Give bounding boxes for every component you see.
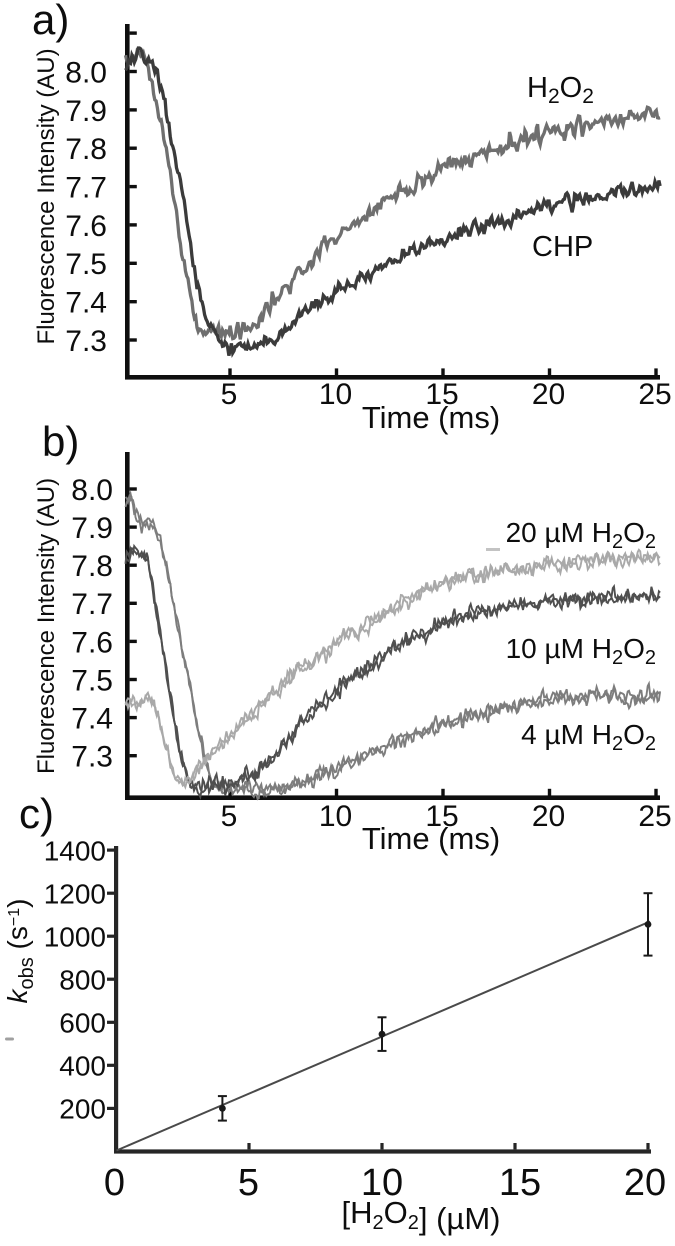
svg-text:20: 20 bbox=[532, 378, 565, 411]
svg-text:H2O2: H2O2 bbox=[527, 72, 594, 108]
svg-text:[H2O2] (µM): [H2O2] (µM) bbox=[342, 1195, 501, 1236]
svg-text:20 µM H2O2: 20 µM H2O2 bbox=[506, 517, 656, 553]
svg-text:7.7: 7.7 bbox=[65, 172, 107, 205]
svg-text:Fluorescence Intensity (AU): Fluorescence Intensity (AU) bbox=[33, 478, 60, 774]
svg-text:b): b) bbox=[42, 418, 79, 465]
svg-text:kobs (s−1): kobs (s−1) bbox=[2, 899, 38, 1004]
svg-text:7.9: 7.9 bbox=[65, 95, 107, 128]
svg-text:7.6: 7.6 bbox=[71, 626, 113, 659]
svg-text:7.8: 7.8 bbox=[71, 550, 113, 583]
svg-text:400: 400 bbox=[59, 1051, 106, 1082]
svg-text:25: 25 bbox=[638, 378, 671, 411]
svg-text:10: 10 bbox=[319, 378, 352, 411]
svg-text:10 µM H2O2: 10 µM H2O2 bbox=[506, 633, 656, 669]
svg-text:20: 20 bbox=[624, 1162, 666, 1204]
svg-text:15: 15 bbox=[499, 1162, 541, 1204]
svg-text:7.9: 7.9 bbox=[71, 512, 113, 545]
svg-text:8.0: 8.0 bbox=[71, 474, 113, 507]
svg-text:7.3: 7.3 bbox=[65, 325, 107, 358]
svg-text:5: 5 bbox=[221, 800, 238, 833]
svg-text:7.4: 7.4 bbox=[71, 703, 113, 736]
svg-text:0: 0 bbox=[104, 1162, 125, 1204]
svg-text:20: 20 bbox=[532, 800, 565, 833]
svg-text:25: 25 bbox=[638, 800, 671, 833]
svg-text:7.6: 7.6 bbox=[65, 210, 107, 243]
svg-text:7.5: 7.5 bbox=[71, 664, 113, 697]
svg-text:600: 600 bbox=[59, 1008, 106, 1039]
svg-text:7.3: 7.3 bbox=[71, 741, 113, 774]
svg-text:c): c) bbox=[19, 790, 54, 837]
svg-text:Fluorescence Intensity (AU): Fluorescence Intensity (AU) bbox=[33, 48, 60, 344]
svg-text:1400: 1400 bbox=[44, 835, 106, 866]
svg-text:7.8: 7.8 bbox=[65, 133, 107, 166]
svg-text:Time (ms): Time (ms) bbox=[362, 821, 500, 856]
svg-text:15: 15 bbox=[425, 378, 458, 411]
svg-text:a): a) bbox=[32, 0, 69, 43]
svg-text:1200: 1200 bbox=[44, 878, 106, 909]
svg-text:5: 5 bbox=[221, 378, 238, 411]
svg-text:7.5: 7.5 bbox=[65, 248, 107, 281]
svg-text:10: 10 bbox=[361, 1162, 403, 1204]
svg-text:1000: 1000 bbox=[44, 921, 106, 952]
svg-text:4 µM H2O2: 4 µM H2O2 bbox=[521, 719, 656, 755]
svg-text:7.4: 7.4 bbox=[65, 287, 107, 320]
svg-text:8.0: 8.0 bbox=[65, 56, 107, 89]
svg-text:15: 15 bbox=[425, 800, 458, 833]
svg-text:800: 800 bbox=[59, 964, 106, 995]
svg-text:10: 10 bbox=[319, 800, 352, 833]
svg-text:7.7: 7.7 bbox=[71, 588, 113, 621]
svg-text:5: 5 bbox=[238, 1162, 259, 1204]
svg-text:CHP: CHP bbox=[532, 231, 593, 263]
svg-text:Time (ms): Time (ms) bbox=[362, 400, 500, 435]
svg-text:200: 200 bbox=[59, 1094, 106, 1125]
